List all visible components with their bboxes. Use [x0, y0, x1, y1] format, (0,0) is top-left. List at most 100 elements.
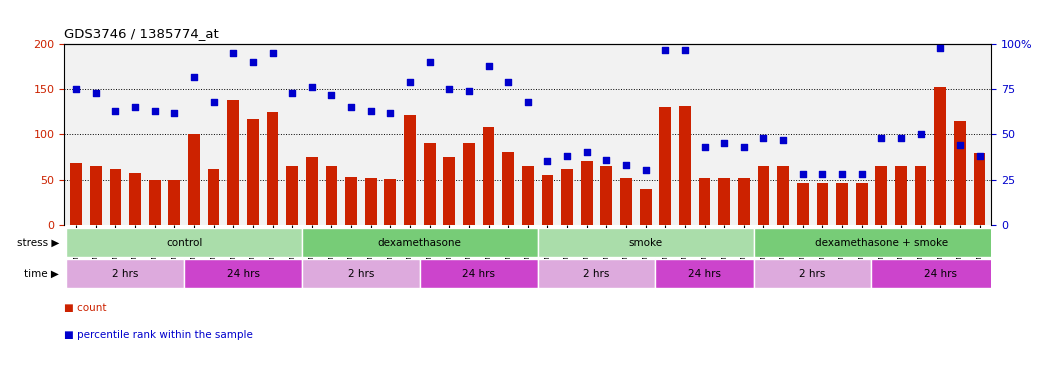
Point	[853, 171, 870, 177]
Bar	[954, 121, 965, 225]
Point	[558, 153, 575, 159]
Bar	[934, 86, 946, 225]
Bar	[148, 180, 161, 225]
Bar	[738, 178, 749, 225]
Bar	[404, 114, 416, 225]
Bar	[679, 106, 691, 225]
Bar	[66, 228, 302, 257]
Point	[834, 171, 850, 177]
Point	[519, 99, 536, 105]
Point	[637, 167, 654, 174]
Bar	[483, 127, 494, 225]
Point	[794, 171, 811, 177]
Bar	[542, 175, 553, 225]
Text: 2 hrs: 2 hrs	[112, 268, 138, 279]
Bar	[655, 259, 754, 288]
Point	[225, 50, 242, 56]
Bar	[620, 178, 632, 225]
Point	[756, 135, 772, 141]
Point	[362, 108, 379, 114]
Bar	[538, 228, 754, 257]
Text: time ▶: time ▶	[24, 268, 59, 279]
Bar	[895, 166, 907, 225]
Point	[87, 90, 104, 96]
Text: 24 hrs: 24 hrs	[688, 268, 721, 279]
Point	[736, 144, 753, 150]
Text: 2 hrs: 2 hrs	[799, 268, 826, 279]
Point	[952, 142, 968, 148]
Point	[245, 59, 262, 65]
Text: GDS3746 / 1385774_at: GDS3746 / 1385774_at	[64, 27, 219, 40]
Bar	[855, 183, 868, 225]
Bar	[639, 189, 652, 225]
Point	[461, 88, 477, 94]
Text: dexamethasone: dexamethasone	[378, 238, 462, 248]
Point	[873, 135, 890, 141]
Point	[893, 135, 909, 141]
Text: ■ percentile rank within the sample: ■ percentile rank within the sample	[64, 330, 253, 340]
Point	[578, 149, 595, 156]
Point	[382, 110, 399, 116]
Bar	[306, 157, 318, 225]
Bar	[286, 166, 298, 225]
Point	[774, 137, 791, 143]
Bar	[718, 178, 730, 225]
Bar	[758, 166, 769, 225]
Bar	[601, 166, 612, 225]
Bar	[326, 166, 337, 225]
Bar	[66, 259, 184, 288]
Bar	[777, 166, 789, 225]
Point	[539, 159, 555, 165]
Point	[932, 45, 949, 51]
Point	[206, 99, 222, 105]
Point	[402, 79, 418, 85]
Text: 2 hrs: 2 hrs	[583, 268, 609, 279]
Bar	[188, 134, 200, 225]
Bar	[302, 259, 419, 288]
Bar	[424, 144, 436, 225]
Bar	[110, 169, 121, 225]
Bar	[129, 173, 141, 225]
Point	[814, 171, 830, 177]
Bar	[384, 179, 397, 225]
Bar	[71, 163, 82, 225]
Point	[500, 79, 517, 85]
Point	[618, 162, 634, 168]
Text: 24 hrs: 24 hrs	[924, 268, 957, 279]
Bar	[699, 178, 710, 225]
Point	[323, 92, 339, 98]
Text: control: control	[166, 238, 202, 248]
Bar	[581, 162, 593, 225]
Bar	[208, 169, 219, 225]
Bar	[522, 166, 534, 225]
Text: 24 hrs: 24 hrs	[226, 268, 260, 279]
Bar	[914, 166, 927, 225]
Bar	[364, 178, 377, 225]
Text: 2 hrs: 2 hrs	[348, 268, 374, 279]
Text: stress ▶: stress ▶	[17, 238, 59, 248]
Bar	[227, 100, 239, 225]
Bar	[754, 228, 1009, 257]
Text: ■ count: ■ count	[64, 303, 107, 313]
Point	[67, 86, 84, 92]
Bar	[659, 107, 672, 225]
Bar	[797, 183, 809, 225]
Bar	[302, 228, 538, 257]
Bar	[463, 144, 474, 225]
Bar	[875, 166, 887, 225]
Bar	[90, 166, 102, 225]
Point	[421, 59, 438, 65]
Point	[972, 153, 988, 159]
Bar	[346, 177, 357, 225]
Bar	[562, 169, 573, 225]
Bar	[754, 259, 872, 288]
Point	[343, 104, 359, 111]
Point	[677, 46, 693, 53]
Point	[598, 157, 614, 163]
Bar	[168, 180, 181, 225]
Point	[127, 104, 143, 111]
Point	[441, 86, 458, 92]
Text: dexamethasone + smoke: dexamethasone + smoke	[815, 238, 948, 248]
Point	[265, 50, 281, 56]
Point	[912, 131, 929, 137]
